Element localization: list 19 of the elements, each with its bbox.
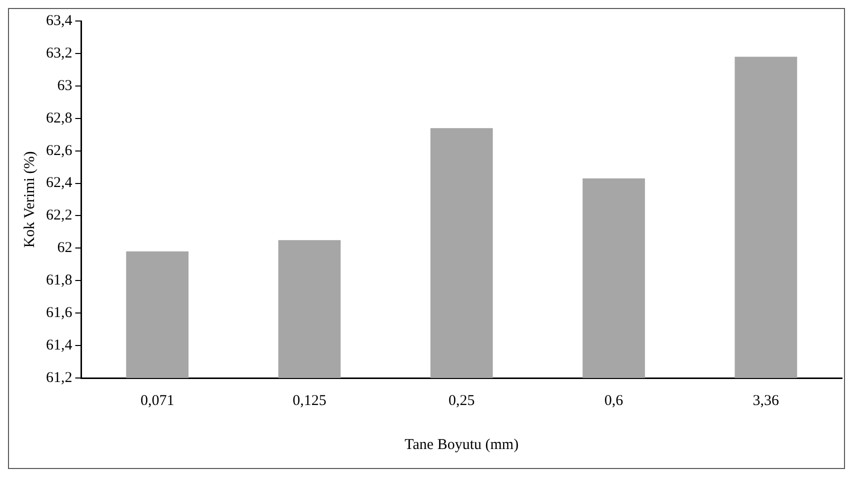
y-tick-label: 62,8 [46,110,72,126]
y-tick-label: 63,4 [46,12,73,29]
x-tick-label: 0,071 [140,392,174,409]
y-tick-label: 62,2 [46,208,72,224]
y-axis-title: Kok Verimi (%) [22,151,38,248]
x-tick-label: 0,125 [292,392,326,409]
x-tick-label: 0,6 [604,392,624,409]
y-tick-label: 63,2 [46,45,72,62]
y-tick-label: 62,4 [46,175,73,192]
x-axis-title: Tane Boyutu (mm) [404,436,519,453]
y-tick-label: 61,2 [46,370,72,386]
y-tick-label: 61,4 [46,337,73,354]
x-tick-label: 3,36 [752,392,780,409]
y-tick-label: 62 [57,240,72,256]
y-tick-label: 61,6 [46,305,73,322]
y-tick-label: 62,6 [46,142,73,159]
y-tick-label: 63 [57,78,72,94]
y-tick-label: 61,8 [46,272,72,289]
x-tick-label: 0,25 [448,392,475,409]
